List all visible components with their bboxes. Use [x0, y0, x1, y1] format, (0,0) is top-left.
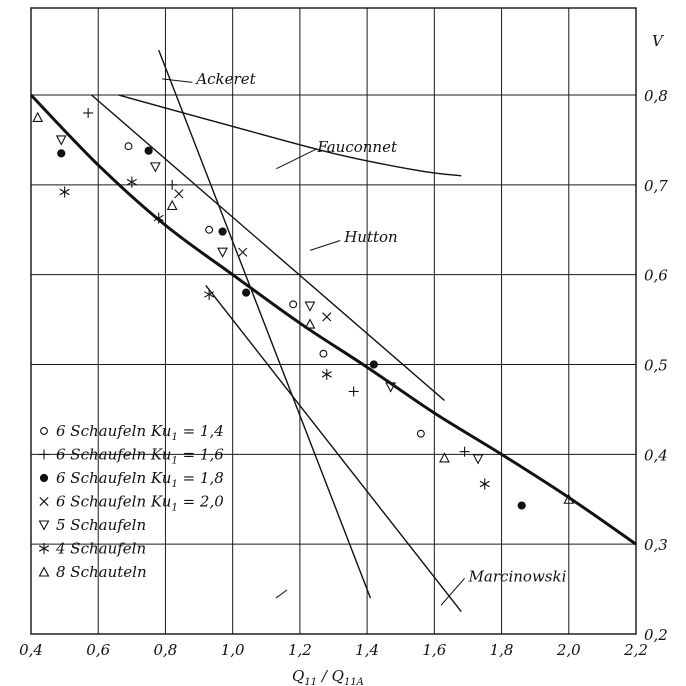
point-tri-up: [439, 452, 450, 463]
plot-frame: [30, 7, 637, 635]
x-tick-label: 0,8: [154, 641, 178, 659]
y-tick-label: 0,4: [644, 446, 668, 464]
point-cross: [238, 247, 248, 257]
point-dot: [242, 288, 251, 297]
legend-item: 6 Schaufeln Ku1 = 1,8: [39, 469, 224, 490]
label-leader: [276, 148, 317, 170]
legend-item: 5 Schaufeln: [38, 516, 146, 534]
curve-marcinowski: [205, 285, 462, 612]
tick-labels: 0,4 0,6 0,8 1,0 1,2 1,4 1,6 1,8 2,0 2,20,2 0,3 0,4 0…: [19, 87, 668, 659]
point-tri-up: [32, 111, 44, 123]
point-tri-down: [385, 382, 397, 393]
legend-label: 6 Schaufeln Ku1 = 1,6: [56, 446, 224, 467]
curve-mean: [29, 93, 637, 546]
y-tick-label: 0,3: [644, 536, 668, 554]
y-axis-label: V: [652, 32, 665, 50]
legend-item: 8 Schauteln: [38, 563, 147, 581]
y-tick-label: 0,6: [644, 267, 668, 285]
x-tick-label: 1,4: [355, 641, 379, 659]
point-dot: [517, 501, 526, 510]
legend: 6 Schaufeln Ku1 = 1,4 6 Schaufeln Ku1 = 1…: [38, 422, 288, 599]
point-circle: [416, 429, 425, 438]
x-tick-label: 1,8: [490, 641, 514, 659]
point-dot: [144, 146, 153, 155]
curve-ackeret: [158, 49, 372, 599]
point-plus: [459, 446, 470, 457]
data-points: [32, 107, 575, 510]
x-axis-label-text: Q11 / Q11A: [292, 667, 364, 686]
point-asterisk: [204, 288, 215, 300]
point-tri-up: [166, 199, 178, 211]
point-tri-down: [472, 454, 484, 465]
x-tick-label: 1,2: [288, 641, 312, 659]
point-dot: [57, 149, 66, 158]
legend-symbol-tri-up: [38, 566, 50, 577]
point-tri-down: [55, 135, 67, 146]
x-tick-label: 0,4: [19, 641, 43, 659]
point-tri-up: [304, 318, 316, 329]
curve-hutton: [91, 94, 445, 401]
y-tick-label: 0,2: [644, 626, 668, 644]
point-plus: [83, 107, 94, 118]
legend-symbol-cross: [39, 496, 49, 507]
y-tick-label: 0,8: [644, 87, 668, 105]
legend-symbol-circle: [40, 427, 48, 435]
x-axis-label: Q11 / Q11A: [292, 667, 364, 686]
legend-symbol-tri-down: [38, 520, 50, 531]
curve-marcinowski-label: Marcinowski: [468, 568, 567, 586]
x-tick-label: 2,0: [556, 641, 581, 659]
legend-label: 6 Schaufeln Ku1 = 1,8: [56, 469, 224, 490]
point-asterisk: [126, 176, 137, 188]
stray-mark: [275, 589, 288, 599]
legend-label: 4 Schaufeln: [55, 540, 146, 558]
point-circle: [124, 142, 133, 151]
point-circle: [289, 300, 298, 309]
point-asterisk: [479, 478, 490, 490]
label-leader: [162, 78, 193, 83]
legend-label: 5 Schaufeln: [56, 516, 146, 534]
point-asterisk: [321, 368, 332, 380]
y-tick-label: 0,5: [644, 357, 668, 375]
y-tick-label: 0,7: [644, 177, 668, 195]
point-tri-down: [217, 247, 228, 258]
point-dot: [218, 227, 227, 236]
point-plus: [167, 179, 178, 190]
point-circle: [319, 349, 328, 358]
label-leader: [440, 577, 465, 606]
point-tri-up: [563, 493, 575, 504]
point-tri-down: [149, 162, 161, 173]
point-cross: [174, 189, 184, 199]
point-asterisk: [59, 186, 70, 198]
x-tick-label: 2,2: [623, 641, 648, 659]
legend-symbol-dot: [39, 473, 49, 483]
curve-fauconnet-label: Fauconnet: [316, 138, 398, 156]
legend-label: 6 Schaufeln Ku1 = 1,4: [56, 422, 224, 443]
x-tick-label: 1,0: [221, 641, 245, 659]
legend-symbol-asterisk: [38, 543, 50, 554]
legend-label: 8 Schauteln: [56, 563, 147, 581]
point-asterisk: [153, 212, 164, 224]
curve-fauconnet: [118, 94, 462, 177]
curve-hutton-label: Hutton: [343, 228, 398, 246]
point-circle: [205, 225, 214, 234]
legend-item: 4 Schaufeln: [38, 540, 146, 558]
curve-ackeret-label: Ackeret: [194, 70, 256, 88]
label-leader: [309, 240, 341, 251]
legend-symbol-plus: [39, 449, 49, 460]
legend-label: 6 Schaufeln Ku1 = 2,0: [56, 493, 224, 514]
point-dot: [369, 360, 378, 369]
legend-item: 6 Schaufeln Ku1 = 1,4: [40, 422, 224, 443]
point-tri-down: [304, 301, 316, 312]
legend-item: 6 Schaufeln Ku1 = 2,0: [39, 493, 224, 514]
x-tick-label: 1,6: [422, 641, 446, 659]
grid: [30, 7, 637, 635]
x-tick-label: 0,6: [86, 641, 110, 659]
legend-item: 6 Schaufeln Ku1 = 1,6: [39, 446, 224, 467]
point-cross: [322, 312, 332, 322]
point-plus: [348, 386, 359, 397]
curves: Ackeret Fauconnet Hutton Marcinowski: [29, 49, 637, 612]
